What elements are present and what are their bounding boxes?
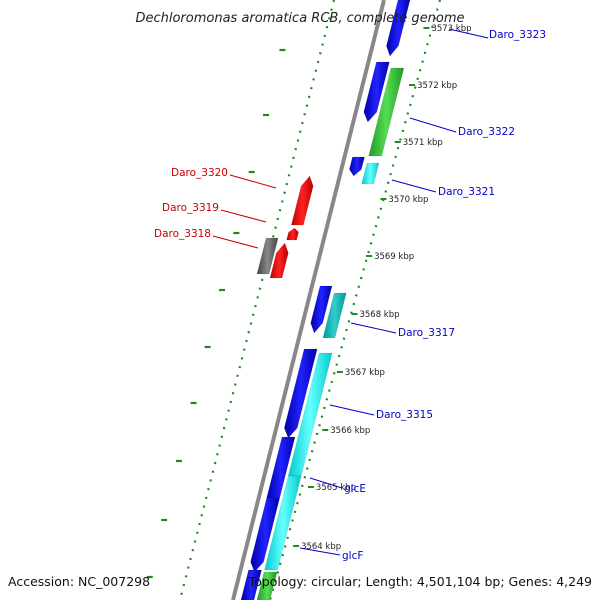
kbp-label: 3572 kbp (417, 81, 457, 91)
gene-label[interactable]: Daro_3317 (398, 327, 455, 339)
label-leader (229, 174, 277, 189)
gene-label[interactable]: Daro_3319 (162, 202, 219, 214)
label-leader (309, 477, 343, 489)
gene-blue-bottom[interactable] (240, 569, 262, 600)
gene-daro-3318-gray[interactable] (256, 237, 279, 275)
label-leader (409, 117, 457, 133)
kbp-label: 3568 kbp (359, 310, 399, 320)
gene-green-bottom[interactable] (256, 571, 278, 600)
gene-daro-3318[interactable] (269, 242, 289, 279)
gene-label[interactable]: Daro_3320 (171, 167, 228, 179)
gene-blue-3317a[interactable] (310, 285, 333, 334)
label-leader (391, 179, 437, 193)
kbp-label: 3573 kbp (431, 24, 471, 34)
outer-right-dotted-track (268, 0, 442, 600)
label-leader (350, 322, 397, 334)
gene-label-leaders (212, 28, 489, 556)
gene-label[interactable]: Daro_3323 (489, 29, 546, 41)
gene-label[interactable]: Daro_3322 (458, 126, 515, 138)
kbp-label: 3566 kbp (330, 426, 370, 436)
gene-label[interactable]: Daro_3315 (376, 409, 433, 421)
kbp-label: 3571 kbp (403, 138, 443, 148)
gene-label[interactable]: Daro_3321 (438, 186, 495, 198)
label-leader (212, 235, 259, 249)
kbp-label: 3569 kbp (374, 252, 414, 262)
gene-daro-3322[interactable] (368, 67, 405, 157)
gene-label[interactable]: Daro_3318 (154, 228, 211, 240)
topology-text: Topology: circular; Length: 4,501,104 bp… (248, 574, 592, 589)
label-leader (299, 547, 341, 556)
gene-daro-3320[interactable] (291, 175, 314, 226)
map-title: Dechloromonas aromatica RCB, complete ge… (135, 11, 464, 26)
gene-daro-3321[interactable] (361, 162, 380, 185)
label-leader (220, 209, 267, 223)
gene-label[interactable]: glcF (342, 550, 363, 562)
kbp-label: 3565 kbp (316, 483, 356, 493)
gene-glce[interactable] (264, 475, 302, 571)
label-leader (448, 28, 489, 39)
kbp-label: 3570 kbp (388, 195, 428, 205)
genome-backbone (231, 0, 386, 600)
kbp-ticks: 3573 kbp 3572 kbp 3571 kbp 3570 kbp 3569 kbp… (293, 24, 472, 552)
gene-blue-3321a[interactable] (349, 156, 365, 177)
gene-daro-3317[interactable] (322, 292, 347, 339)
kbp-label: 3567 kbp (345, 368, 385, 378)
gene-label[interactable]: glcE (344, 483, 366, 495)
gene-blue-3322a[interactable] (363, 61, 390, 123)
gc-skew-dashes (146, 48, 286, 579)
label-leader (329, 404, 375, 416)
gene-daro-3323[interactable] (386, 0, 411, 57)
gene-features (240, 0, 411, 600)
gene-daro-3319[interactable] (286, 227, 299, 241)
accession-text: Accession: NC_007298 (8, 574, 150, 589)
gene-blue-3315a[interactable] (284, 348, 318, 439)
gene-labels: Daro_3323 Daro_3322 Daro_3321 Daro_3317 Daro… (154, 29, 546, 562)
kbp-label: 3564 kbp (301, 542, 341, 552)
gene-blue-glcf-a[interactable] (250, 497, 280, 573)
